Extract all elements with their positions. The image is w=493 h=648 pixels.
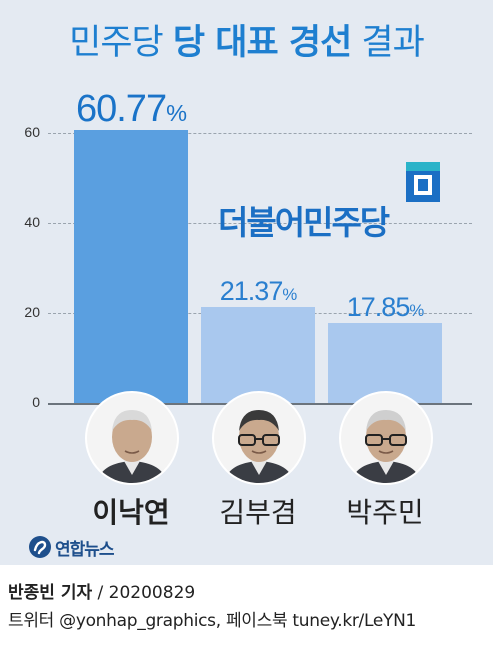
y-tick-label: 60 <box>24 124 40 140</box>
bar-3 <box>328 322 442 403</box>
bar-value-label: 21.37% <box>181 276 335 307</box>
yonhap-emblem-icon <box>29 536 51 558</box>
candidate-photo <box>212 391 306 485</box>
candidate-photo <box>85 391 179 485</box>
bar-value-unit: % <box>282 284 297 304</box>
bar-value-label: 60.77% <box>54 88 208 131</box>
gridline <box>48 223 472 224</box>
yonhap-logo: 연합뉴스 <box>28 534 115 560</box>
yonhap-brand-name: 연합뉴스 <box>55 539 115 560</box>
title-light-start: 민주당 <box>69 23 164 63</box>
bar-1 <box>74 129 188 403</box>
chart-title: 민주당 당 대표 경선 결과 <box>0 14 493 65</box>
reporter-credit: 반종빈 기자 / 20200829 <box>8 583 196 603</box>
bar-value-label: 17.85% <box>308 292 462 323</box>
candidate-name: 김부겸 <box>219 496 297 529</box>
person-portrait-icon <box>341 393 431 483</box>
title-light-end: 결과 <box>361 23 424 63</box>
candidate-name: 이낙연 <box>92 496 170 529</box>
bar-value-unit: % <box>166 99 187 126</box>
reporter-name: 반종빈 기자 <box>8 583 93 603</box>
title-bold: 당 대표 경선 <box>172 23 352 63</box>
gridline <box>48 133 472 134</box>
person-portrait-icon <box>214 393 304 483</box>
party-flag-icon <box>406 162 440 202</box>
bar-value-number: 17.85 <box>346 291 411 322</box>
social-links: 트위터 @yonhap_graphics, 페이스북 tuney.kr/LeYN… <box>8 611 417 631</box>
party-logo-text: 더불어민주당 <box>218 203 390 242</box>
y-tick-label: 40 <box>24 214 40 230</box>
bar-value-number: 21.37 <box>219 275 284 306</box>
y-tick-label: 20 <box>24 304 40 320</box>
candidate-photo <box>339 391 433 485</box>
y-tick-label: 0 <box>32 394 40 410</box>
person-portrait-icon <box>87 393 177 483</box>
bar-value-number: 60.77 <box>75 87 167 130</box>
credit-date: 20200829 <box>108 583 196 603</box>
bar-2 <box>201 306 315 403</box>
candidate-name: 박주민 <box>346 496 424 529</box>
bar-value-unit: % <box>409 300 424 320</box>
